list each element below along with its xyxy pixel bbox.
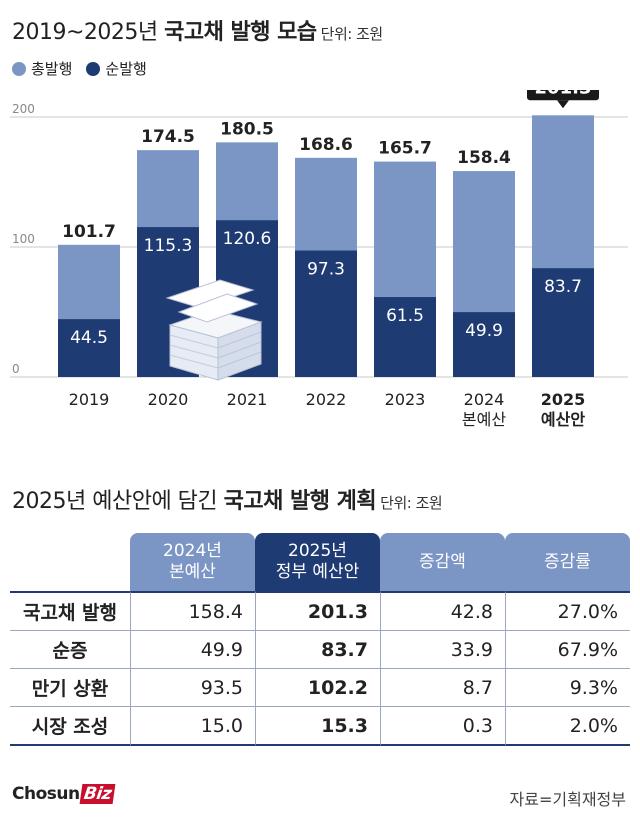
chart-legend: 총발행 순발행 xyxy=(12,58,147,79)
cell-change: 33.9 xyxy=(380,631,505,669)
x-tick-label: 2021 xyxy=(227,390,268,409)
data-label-total: 180.5 xyxy=(220,119,274,139)
legend-label-total: 총발행 xyxy=(31,60,73,78)
source-note: 자료=기획재정부 xyxy=(509,790,626,809)
highlight-badge xyxy=(527,90,599,101)
legend-label-net: 순발행 xyxy=(105,60,147,78)
logo-badge: Biz xyxy=(79,784,116,804)
data-label-total-highlight: 201.3 xyxy=(535,90,592,98)
x-tick-label: 2023 xyxy=(385,390,426,409)
x-tick-label: 2022 xyxy=(306,390,347,409)
chart-title: 2019~2025년 국고채 발행 모습 단위: 조원 xyxy=(12,14,383,46)
plan-unit: 단위: 조원 xyxy=(380,494,443,512)
row-label: 시장 조성 xyxy=(10,707,130,746)
x-tick-label: 2025 xyxy=(541,390,586,409)
header-corner xyxy=(10,533,130,591)
header-cell-2025: 2025년 정부 예산안 xyxy=(255,533,380,591)
plan-title: 2025년 예산안에 담긴 국고채 발행 계획 단위: 조원 xyxy=(12,483,443,515)
cell-change: 0.3 xyxy=(380,707,505,746)
data-label-total: 101.7 xyxy=(62,222,116,242)
cell-change: 42.8 xyxy=(380,591,505,631)
paper-stack-icon xyxy=(165,279,263,381)
chart-title-bold: 국고채 발행 모습 xyxy=(164,20,317,45)
table-row: 만기 상환 93.5 102.2 8.7 9.3% xyxy=(10,669,630,707)
y-tick-label: 100 xyxy=(12,232,35,246)
bar-net xyxy=(295,250,357,377)
cell-2025: 83.7 xyxy=(255,631,380,669)
x-tick-label: 예산안 xyxy=(541,410,585,429)
bar-net xyxy=(532,268,594,377)
chart-title-plain: 2019~2025년 xyxy=(12,20,165,45)
bar-net xyxy=(58,319,120,377)
data-label-total: 158.4 xyxy=(457,148,511,168)
legend-swatch-net xyxy=(86,61,101,76)
highlight-pointer xyxy=(557,100,569,109)
chosunbiz-logo: Chosun Biz xyxy=(12,784,116,804)
plan-table: 2024년 본예산 2025년 정부 예산안 증감액 증감률 국고채 발행 15… xyxy=(10,533,630,746)
bar-chart: 0 100 200 44.5 101.7 2019 115.3 174.5 2020 120.6 1… xyxy=(10,90,628,429)
table-row: 순증 49.9 83.7 33.9 67.9% xyxy=(10,631,630,669)
row-label: 국고채 발행 xyxy=(10,591,130,631)
data-label-net: 97.3 xyxy=(307,260,345,280)
x-tick-label: 2019 xyxy=(69,390,110,409)
cell-2025: 15.3 xyxy=(255,707,380,746)
data-label-net: 120.6 xyxy=(223,229,272,249)
header-cell-2024: 2024년 본예산 xyxy=(130,533,255,591)
plan-title-bold: 국고채 발행 계획 xyxy=(223,489,377,514)
cell-rate: 67.9% xyxy=(505,631,630,669)
data-label-total: 168.6 xyxy=(299,135,353,155)
table-row: 시장 조성 15.0 15.3 0.3 2.0% xyxy=(10,707,630,746)
cell-rate: 2.0% xyxy=(505,707,630,746)
cell-2024: 15.0 xyxy=(130,707,255,746)
data-label-net: 115.3 xyxy=(144,236,193,256)
cell-2024: 158.4 xyxy=(130,591,255,631)
data-label-net: 83.7 xyxy=(544,277,582,297)
data-label-net: 49.9 xyxy=(465,321,503,341)
header-cell-change: 증감액 xyxy=(380,533,505,591)
bar-net xyxy=(374,297,436,377)
cell-2024: 49.9 xyxy=(130,631,255,669)
cell-2025: 201.3 xyxy=(255,591,380,631)
table-row: 국고채 발행 158.4 201.3 42.8 27.0% xyxy=(10,591,630,631)
data-label-total: 174.5 xyxy=(141,127,195,147)
row-label: 만기 상환 xyxy=(10,669,130,707)
col-header-rate: 증감률 xyxy=(505,533,630,591)
header-cell-rate: 증감률 xyxy=(505,533,630,591)
cell-2024: 93.5 xyxy=(130,669,255,707)
data-label-total: 165.7 xyxy=(378,139,432,159)
x-tick-label: 본예산 xyxy=(462,410,506,429)
data-label-net: 44.5 xyxy=(70,328,108,348)
bar-net xyxy=(453,312,515,377)
col-header-2024: 2024년 본예산 xyxy=(130,533,255,591)
plan-header-row: 2024년 본예산 2025년 정부 예산안 증감액 증감률 xyxy=(10,533,630,591)
x-tick-label: 2024 xyxy=(464,390,505,409)
data-label-net: 61.5 xyxy=(386,306,424,326)
col-header-2025: 2025년 정부 예산안 xyxy=(255,533,380,591)
cell-rate: 9.3% xyxy=(505,669,630,707)
x-tick-label: 2020 xyxy=(148,390,189,409)
y-tick-label: 0 xyxy=(12,362,20,376)
row-label: 순증 xyxy=(10,631,130,669)
cell-change: 8.7 xyxy=(380,669,505,707)
col-header-change: 증감액 xyxy=(380,533,505,591)
legend-item-net: 순발행 xyxy=(86,58,147,79)
y-tick-label: 200 xyxy=(12,102,35,116)
plan-title-plain: 2025년 예산안에 담긴 xyxy=(12,489,224,514)
cell-2025: 102.2 xyxy=(255,669,380,707)
cell-rate: 27.0% xyxy=(505,591,630,631)
legend-swatch-total xyxy=(12,61,26,76)
chart-unit: 단위: 조원 xyxy=(320,25,384,43)
logo-text: Chosun xyxy=(12,784,80,804)
legend-item-total: 총발행 xyxy=(12,58,72,79)
